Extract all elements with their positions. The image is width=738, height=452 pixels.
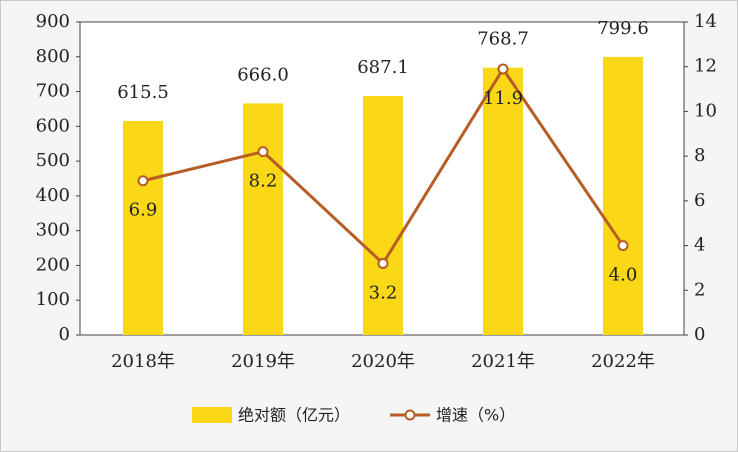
line-value-label: 3.2 bbox=[369, 282, 398, 303]
x-tick-label: 2020年 bbox=[351, 351, 415, 372]
y-tick-label: 200 bbox=[36, 254, 70, 275]
bar bbox=[483, 67, 523, 336]
x-tick-label: 2021年 bbox=[471, 351, 535, 372]
y-tick-label: 600 bbox=[36, 115, 70, 136]
line-marker bbox=[257, 146, 269, 158]
y2-tick-label: 12 bbox=[694, 56, 717, 77]
bar-value-label: 768.7 bbox=[477, 29, 529, 50]
line-marker bbox=[137, 175, 149, 187]
line-value-label: 11.9 bbox=[483, 88, 523, 109]
bar-value-label: 799.6 bbox=[597, 18, 649, 39]
y2-tick-label: 4 bbox=[694, 235, 705, 256]
y-tick-label: 100 bbox=[36, 289, 70, 310]
y-tick-label: 300 bbox=[36, 220, 70, 241]
line-value-label: 6.9 bbox=[129, 200, 158, 221]
y2-tick-label: 8 bbox=[694, 145, 705, 166]
bar-value-label: 666.0 bbox=[237, 64, 289, 85]
line-marker bbox=[497, 63, 509, 75]
bar bbox=[123, 120, 163, 335]
line-marker bbox=[377, 257, 389, 269]
line-value-label: 4.0 bbox=[609, 265, 638, 286]
y-tick-label: 700 bbox=[36, 81, 70, 102]
x-tick-label: 2022年 bbox=[591, 351, 655, 372]
legend-swatch bbox=[192, 407, 232, 423]
bar bbox=[363, 96, 403, 335]
bar-value-label: 687.1 bbox=[357, 57, 409, 78]
y2-tick-label: 6 bbox=[694, 190, 705, 211]
y-tick-label: 800 bbox=[36, 46, 70, 67]
legend-label: 绝对额（亿元） bbox=[238, 406, 350, 425]
y2-tick-label: 0 bbox=[694, 324, 705, 345]
y2-tick-label: 2 bbox=[694, 279, 705, 300]
bar bbox=[603, 56, 643, 335]
x-tick-label: 2019年 bbox=[231, 351, 295, 372]
legend-swatch bbox=[404, 409, 416, 421]
bar-value-label: 615.5 bbox=[117, 82, 169, 103]
bar bbox=[243, 103, 283, 335]
y-tick-label: 0 bbox=[59, 324, 70, 345]
y2-tick-label: 14 bbox=[694, 11, 717, 32]
line-value-label: 8.2 bbox=[249, 171, 278, 192]
line-marker bbox=[617, 240, 629, 252]
x-tick-label: 2018年 bbox=[111, 351, 175, 372]
y-tick-label: 400 bbox=[36, 185, 70, 206]
y2-tick-label: 10 bbox=[694, 100, 717, 121]
y-tick-label: 500 bbox=[36, 150, 70, 171]
legend-label: 增速（%） bbox=[436, 406, 515, 425]
y-tick-label: 900 bbox=[36, 11, 70, 32]
